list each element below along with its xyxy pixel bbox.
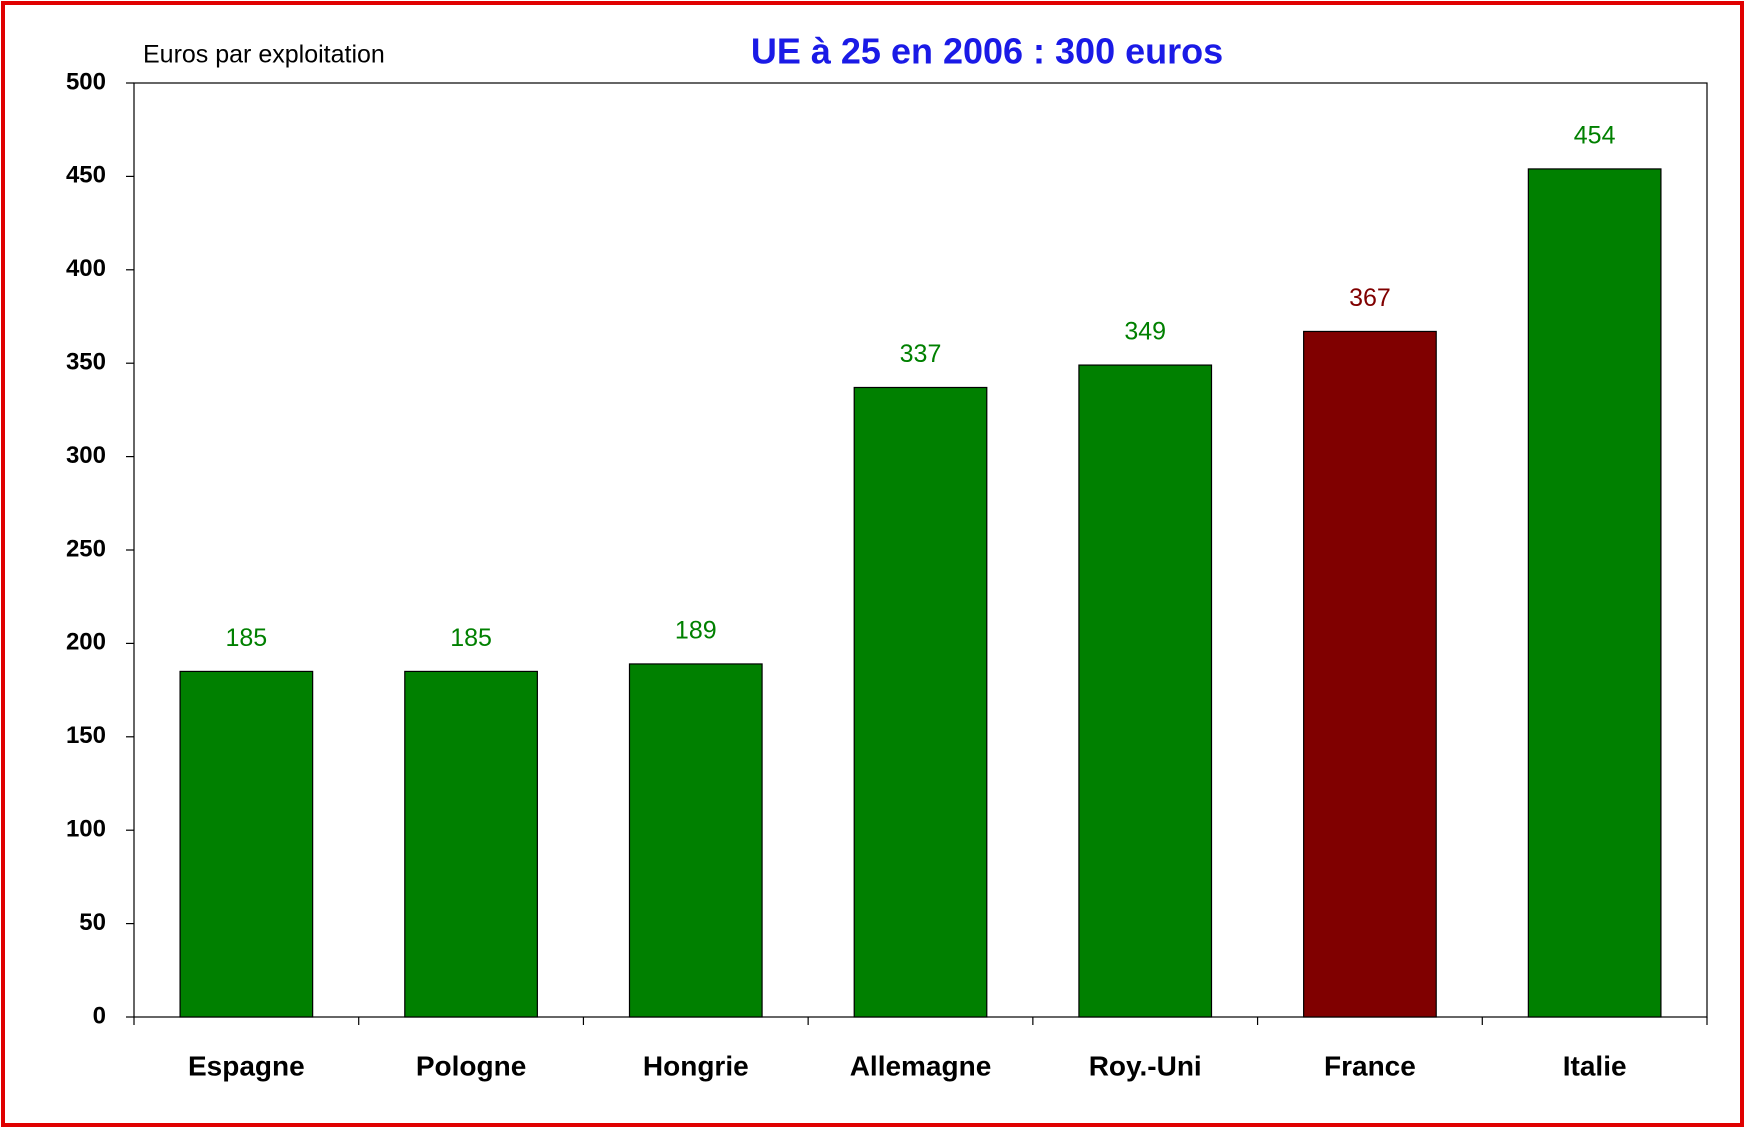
- bar: [1527, 168, 1662, 1018]
- value-label: 349: [1124, 318, 1166, 346]
- bar: [1303, 330, 1437, 1018]
- y-tick-label: 400: [66, 255, 106, 282]
- y-tick-label: 450: [66, 162, 106, 189]
- value-label: 367: [1349, 284, 1391, 312]
- bar: [179, 670, 314, 1018]
- x-tick-label: Roy.-Uni: [1089, 1050, 1202, 1081]
- bar: [1078, 364, 1213, 1018]
- y-tick-label: 250: [66, 535, 106, 562]
- bar: [853, 386, 988, 1018]
- chart-title: UE à 25 en 2006 : 300 euros: [751, 31, 1223, 72]
- x-tick-label: France: [1324, 1050, 1416, 1081]
- x-tick-label: Allemagne: [850, 1050, 992, 1081]
- value-label: 189: [675, 617, 717, 645]
- y-tick-label: 200: [66, 629, 106, 656]
- x-tick-label: Pologne: [416, 1050, 526, 1081]
- y-axis-label: Euros par exploitation: [143, 41, 385, 69]
- y-tick-label: 100: [66, 816, 106, 843]
- y-tick-label: 150: [66, 722, 106, 749]
- bar: [628, 663, 763, 1018]
- y-tick-label: 500: [66, 68, 106, 95]
- value-label: 185: [225, 624, 267, 652]
- x-tick-label: Italie: [1563, 1050, 1627, 1081]
- y-tick-label: 0: [93, 1002, 106, 1029]
- x-tick-label: Espagne: [188, 1050, 305, 1081]
- value-label: 185: [450, 624, 492, 652]
- y-tick-label: 50: [79, 909, 106, 936]
- bar: [404, 670, 538, 1018]
- value-label: 337: [900, 340, 942, 368]
- value-label: 454: [1574, 122, 1616, 150]
- x-tick-label: Hongrie: [643, 1050, 749, 1081]
- y-tick-label: 350: [66, 349, 106, 376]
- y-tick-label: 300: [66, 442, 106, 469]
